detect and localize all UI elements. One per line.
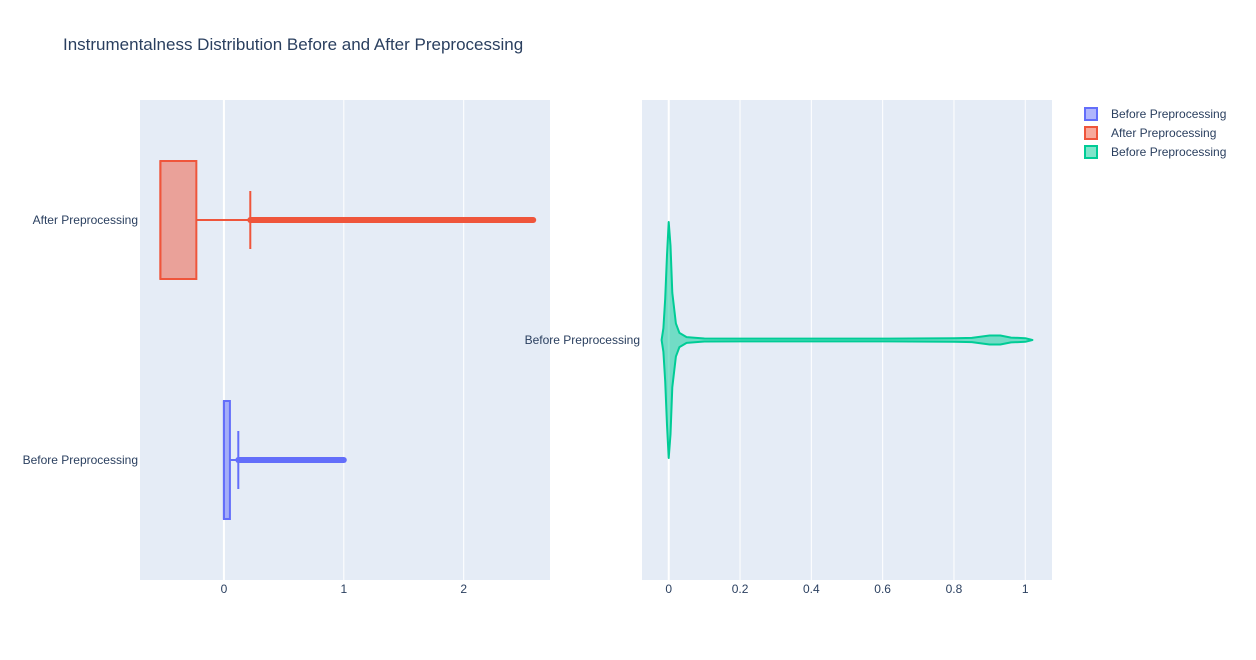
y-tick-label: After Preprocessing: [33, 213, 138, 227]
box-trace: [222, 400, 347, 520]
box-body: [159, 160, 198, 280]
legend-label: After Preprocessing: [1111, 126, 1216, 140]
x-tick-label: 0: [221, 582, 228, 596]
violin-plot-y-ticks: Before Preprocessing: [525, 333, 640, 347]
legend-swatch: [1084, 145, 1098, 159]
violin-shape: [660, 221, 1034, 459]
legend-item[interactable]: After Preprocessing: [1084, 126, 1216, 140]
x-tick-label: 0.4: [803, 582, 820, 596]
x-tick-label: 2: [460, 582, 467, 596]
box-trace: [159, 160, 537, 280]
box-plot-marks: [159, 160, 537, 520]
box-plot-x-ticks: 0 1 2: [221, 582, 468, 596]
legend-swatch: [1084, 107, 1098, 121]
x-tick-label: 0.6: [874, 582, 891, 596]
legend-swatch: [1084, 126, 1098, 140]
x-tick-label: 1: [340, 582, 347, 596]
violin-plot-marks: [660, 221, 1034, 459]
box-plot-panel: 0 1 2 Before Preprocessing After Preprocess…: [23, 100, 550, 596]
x-tick-label: 0.2: [732, 582, 749, 596]
violin-plot-x-ticks: 0 0.2 0.4 0.6 0.8 1: [665, 582, 1029, 596]
y-tick-label: Before Preprocessing: [525, 333, 640, 347]
legend-label: Before Preprocessing: [1111, 107, 1226, 121]
legend-item[interactable]: Before Preprocessing: [1084, 145, 1226, 159]
y-tick-label: Before Preprocessing: [23, 453, 138, 467]
x-tick-label: 1: [1022, 582, 1029, 596]
legend[interactable]: Before Preprocessing After Preprocessing B…: [1084, 107, 1226, 159]
x-tick-label: 0: [665, 582, 672, 596]
chart-title: Instrumentalness Distribution Before and…: [63, 35, 523, 54]
x-tick-label: 0.8: [946, 582, 963, 596]
box-plot-background: [140, 100, 550, 580]
box-plot-y-ticks: Before Preprocessing After Preprocessing: [23, 213, 138, 467]
legend-item[interactable]: Before Preprocessing: [1084, 107, 1226, 121]
violin-plot-panel: 0 0.2 0.4 0.6 0.8 1 Before Preprocessing: [525, 100, 1052, 596]
legend-label: Before Preprocessing: [1111, 145, 1226, 159]
